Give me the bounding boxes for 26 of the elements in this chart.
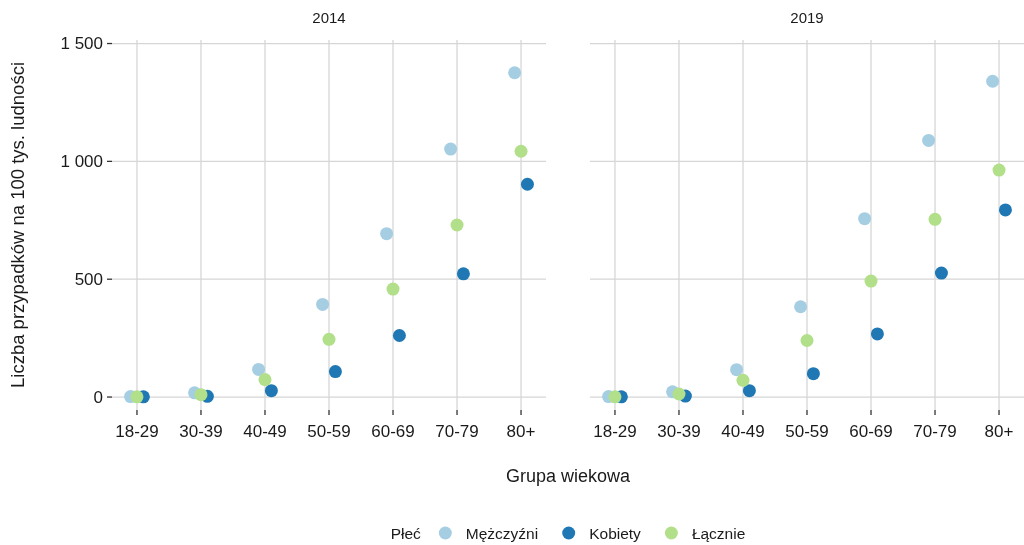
x-tick-label: 18-29 xyxy=(593,422,637,441)
x-tick-label: 80+ xyxy=(984,422,1014,441)
x-tick-label: 60-69 xyxy=(849,422,893,441)
x-tick-label: 50-59 xyxy=(785,422,829,441)
y-tick-label: 1 000 xyxy=(60,152,103,172)
legend-title: Płeć xyxy=(390,524,422,542)
x-tick-label: 18-29 xyxy=(115,422,159,441)
legend-label: Łącznie xyxy=(691,524,746,542)
x-tick-label: 50-59 xyxy=(307,422,351,441)
x-tick-label: 70-79 xyxy=(435,422,479,441)
x-tick-label: 30-39 xyxy=(657,422,701,441)
y-axis-title: Liczba przypadków na 100 tys. ludności xyxy=(7,62,28,388)
y-tick-label: 500 xyxy=(74,270,103,290)
x-tick-label: 40-49 xyxy=(721,422,765,441)
x-tick-label: 40-49 xyxy=(243,422,287,441)
y-tick-label: 1 500 xyxy=(60,34,103,54)
x-tick-label: 60-69 xyxy=(371,422,415,441)
chart-title: 2014 xyxy=(312,9,346,26)
x-tick-label: 30-39 xyxy=(179,422,223,441)
y-tick-label: 0 xyxy=(93,387,103,407)
x-axis-title: Grupa wiekowa xyxy=(505,466,632,486)
legend-label: Mężczyźni xyxy=(465,524,539,542)
x-tick-label: 70-79 xyxy=(913,422,957,441)
chart-title: 2019 xyxy=(790,9,824,26)
legend-label: Kobiety xyxy=(589,524,642,542)
x-tick-label: 80+ xyxy=(506,422,536,441)
